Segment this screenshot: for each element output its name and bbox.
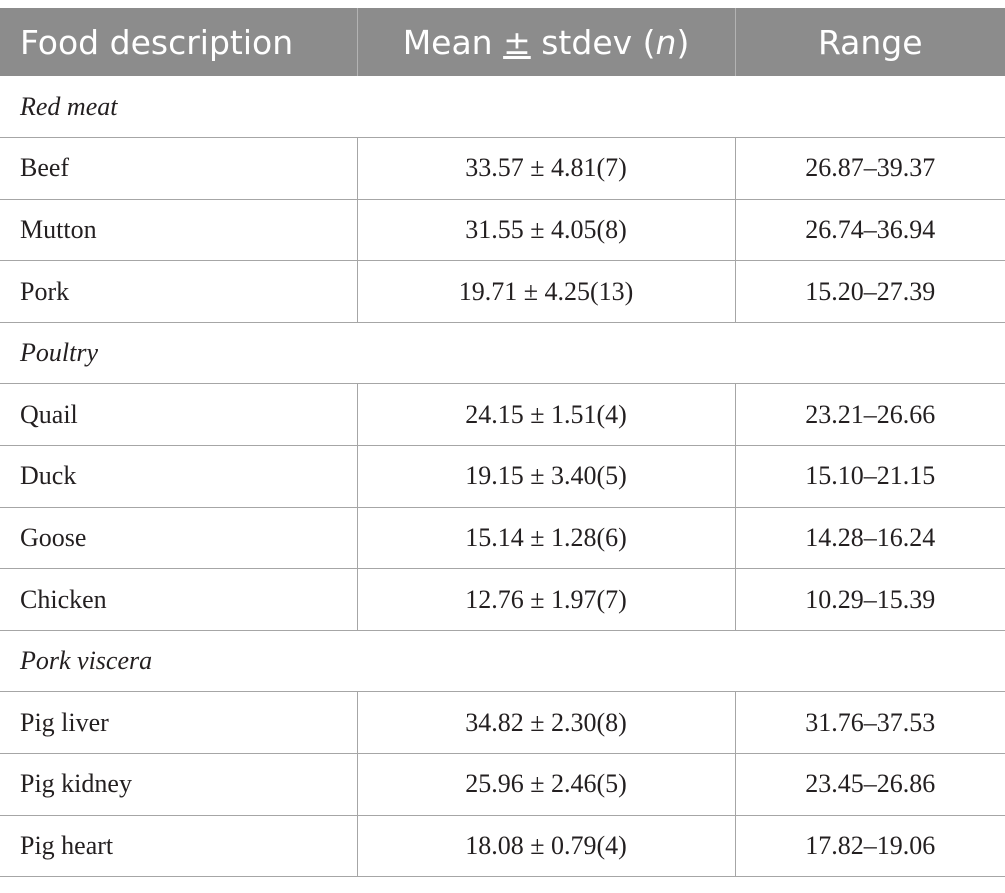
food-name-cell: Pig liver [0,691,358,755]
table-row: Beef 33.57 ± 4.81(7) 26.87–39.37 [0,137,1005,200]
mean-cell: 19.15 ± 3.40(5) [357,445,736,508]
header-n: n [655,22,677,62]
range-cell: 10.29–15.39 [735,568,1005,631]
food-name-cell: Beef [0,137,358,200]
food-name-cell: Quail [0,383,358,447]
header-food-description: Food description [0,8,358,76]
range-cell: 14.28–16.24 [735,507,1005,570]
range-cell: 26.87–39.37 [735,137,1005,200]
group-label: Pork viscera [0,630,1005,693]
food-name-cell: Mutton [0,199,358,262]
mean-cell: 31.55 ± 4.05(8) [357,199,736,262]
mean-cell: 12.76 ± 1.97(7) [357,568,736,631]
range-cell: 26.74–36.94 [735,199,1005,262]
mean-cell: 25.96 ± 2.46(5) [357,753,736,816]
food-name-cell: Duck [0,445,358,508]
mean-cell: 34.82 ± 2.30(8) [357,691,736,755]
header-mean-mid: stdev ( [530,22,656,62]
header-plus-minus: ± [503,22,531,62]
range-cell: 23.45–26.86 [735,753,1005,816]
table-row: Quail 24.15 ± 1.51(4) 23.21–26.66 [0,383,1005,447]
group-row-red-meat: Red meat [0,76,1005,139]
mean-cell: 24.15 ± 1.51(4) [357,383,736,447]
header-row: Food description Mean ± stdev (n) Range [0,8,1005,76]
mean-cell: 33.57 ± 4.81(7) [357,137,736,200]
data-table-container: Food description Mean ± stdev (n) Range … [0,8,1005,878]
table-header: Food description Mean ± stdev (n) Range [0,8,1005,76]
group-label: Poultry [0,322,1005,385]
mean-cell: 18.08 ± 0.79(4) [357,815,736,878]
table-row: Pork 19.71 ± 4.25(13) 15.20–27.39 [0,260,1005,323]
table-row: Duck 19.15 ± 3.40(5) 15.10–21.15 [0,445,1005,508]
food-name-cell: Goose [0,507,358,570]
table-row: Goose 15.14 ± 1.28(6) 14.28–16.24 [0,507,1005,570]
table-row: Chicken 12.76 ± 1.97(7) 10.29–15.39 [0,568,1005,631]
range-cell: 15.10–21.15 [735,445,1005,508]
group-row-poultry: Poultry [0,322,1005,385]
header-range: Range [817,22,923,62]
table-row: Mutton 31.55 ± 4.05(8) 26.74–36.94 [0,199,1005,262]
group-row-pork-viscera: Pork viscera [0,630,1005,693]
food-name-cell: Pork [0,260,358,323]
table-row: Pig liver 34.82 ± 2.30(8) 31.76–37.53 [0,691,1005,755]
food-name-cell: Pig heart [0,815,358,878]
group-label: Red meat [0,76,1005,139]
header-mean-stdev: Mean ± stdev (n) [357,8,736,76]
food-name-cell: Pig kidney [0,753,358,816]
header-mean-prefix: Mean [402,22,504,62]
table-row: Pig kidney 25.96 ± 2.46(5) 23.45–26.86 [0,753,1005,816]
table-body: Red meat Beef 33.57 ± 4.81(7) 26.87–39.3… [0,76,1005,878]
food-data-table: Food description Mean ± stdev (n) Range … [0,8,1005,878]
mean-cell: 15.14 ± 1.28(6) [357,507,736,570]
range-cell: 23.21–26.66 [735,383,1005,447]
food-name-cell: Chicken [0,568,358,631]
header-mean-suffix: ) [676,22,690,62]
range-cell: 17.82–19.06 [735,815,1005,878]
mean-cell: 19.71 ± 4.25(13) [357,260,736,323]
range-cell: 31.76–37.53 [735,691,1005,755]
table-row: Pig heart 18.08 ± 0.79(4) 17.82–19.06 [0,815,1005,878]
range-cell: 15.20–27.39 [735,260,1005,323]
